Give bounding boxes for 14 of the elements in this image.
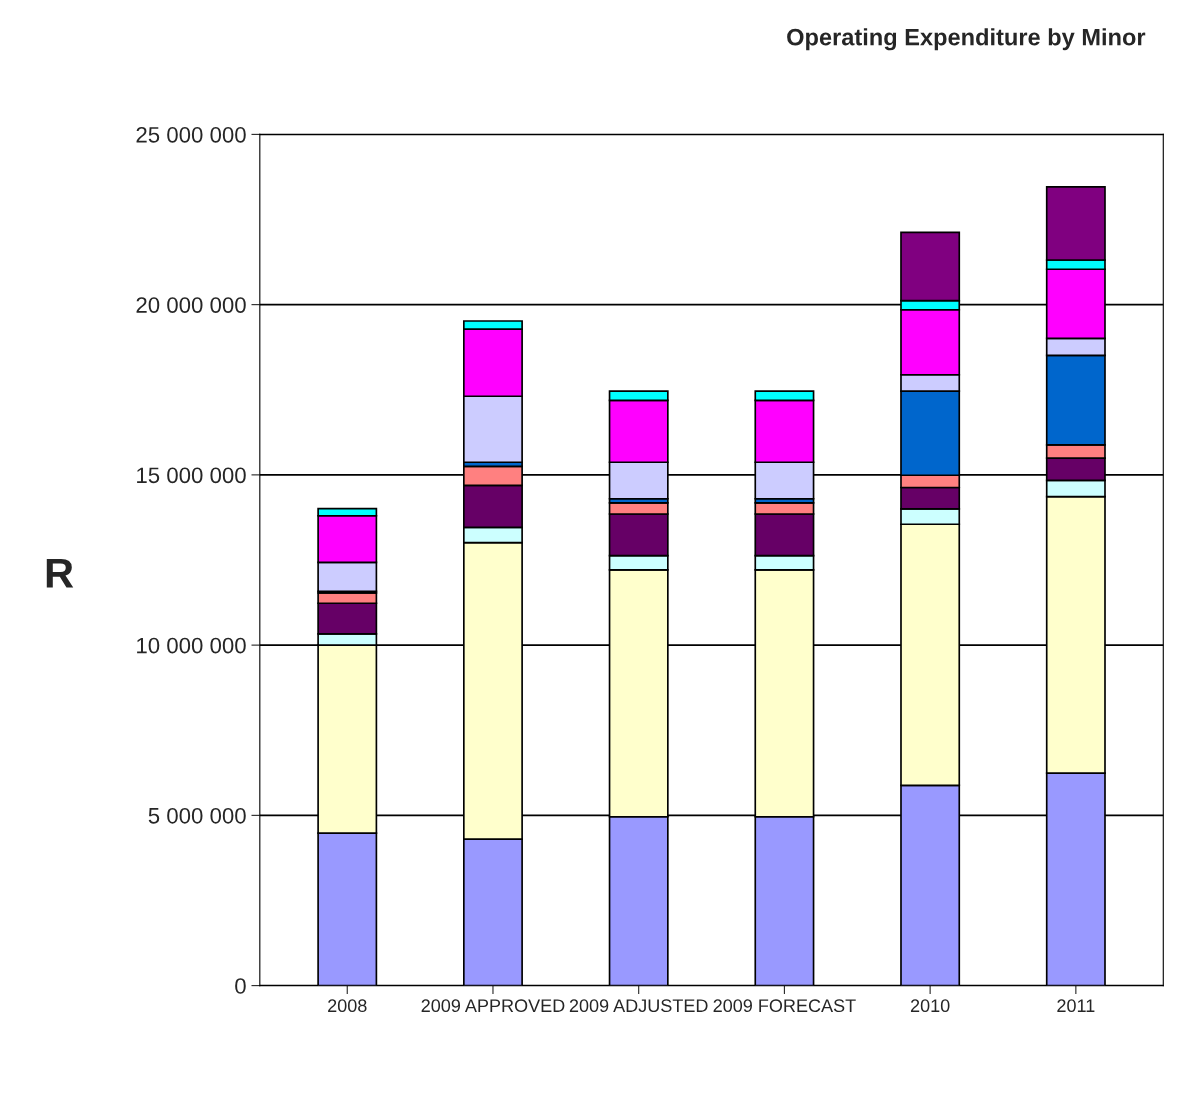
x-tick-label: 2009 ADJUSTED [569, 999, 708, 1013]
x-tick-label: 2008 [328, 999, 367, 1013]
x-tick-label: 2010 [910, 999, 950, 1013]
x-tick-label: 2011 [1057, 999, 1095, 1013]
chart-title: Operating Expenditure by Minor [787, 28, 1146, 51]
y-tick-label: 0 [235, 978, 246, 994]
y-axis-title: R [46, 558, 74, 588]
y-tick-label: 20 000 000 [136, 297, 246, 313]
y-tick-label: 25 000 000 [136, 126, 246, 143]
x-tick-label: 2009 APPROVED [421, 999, 565, 1013]
y-tick-label: 15 000 000 [137, 467, 246, 484]
y-tick-label: 5 000 000 [148, 807, 246, 824]
x-tick-label: 2009 FORECAST [713, 999, 856, 1013]
y-tick-label: 10 000 000 [137, 637, 246, 654]
